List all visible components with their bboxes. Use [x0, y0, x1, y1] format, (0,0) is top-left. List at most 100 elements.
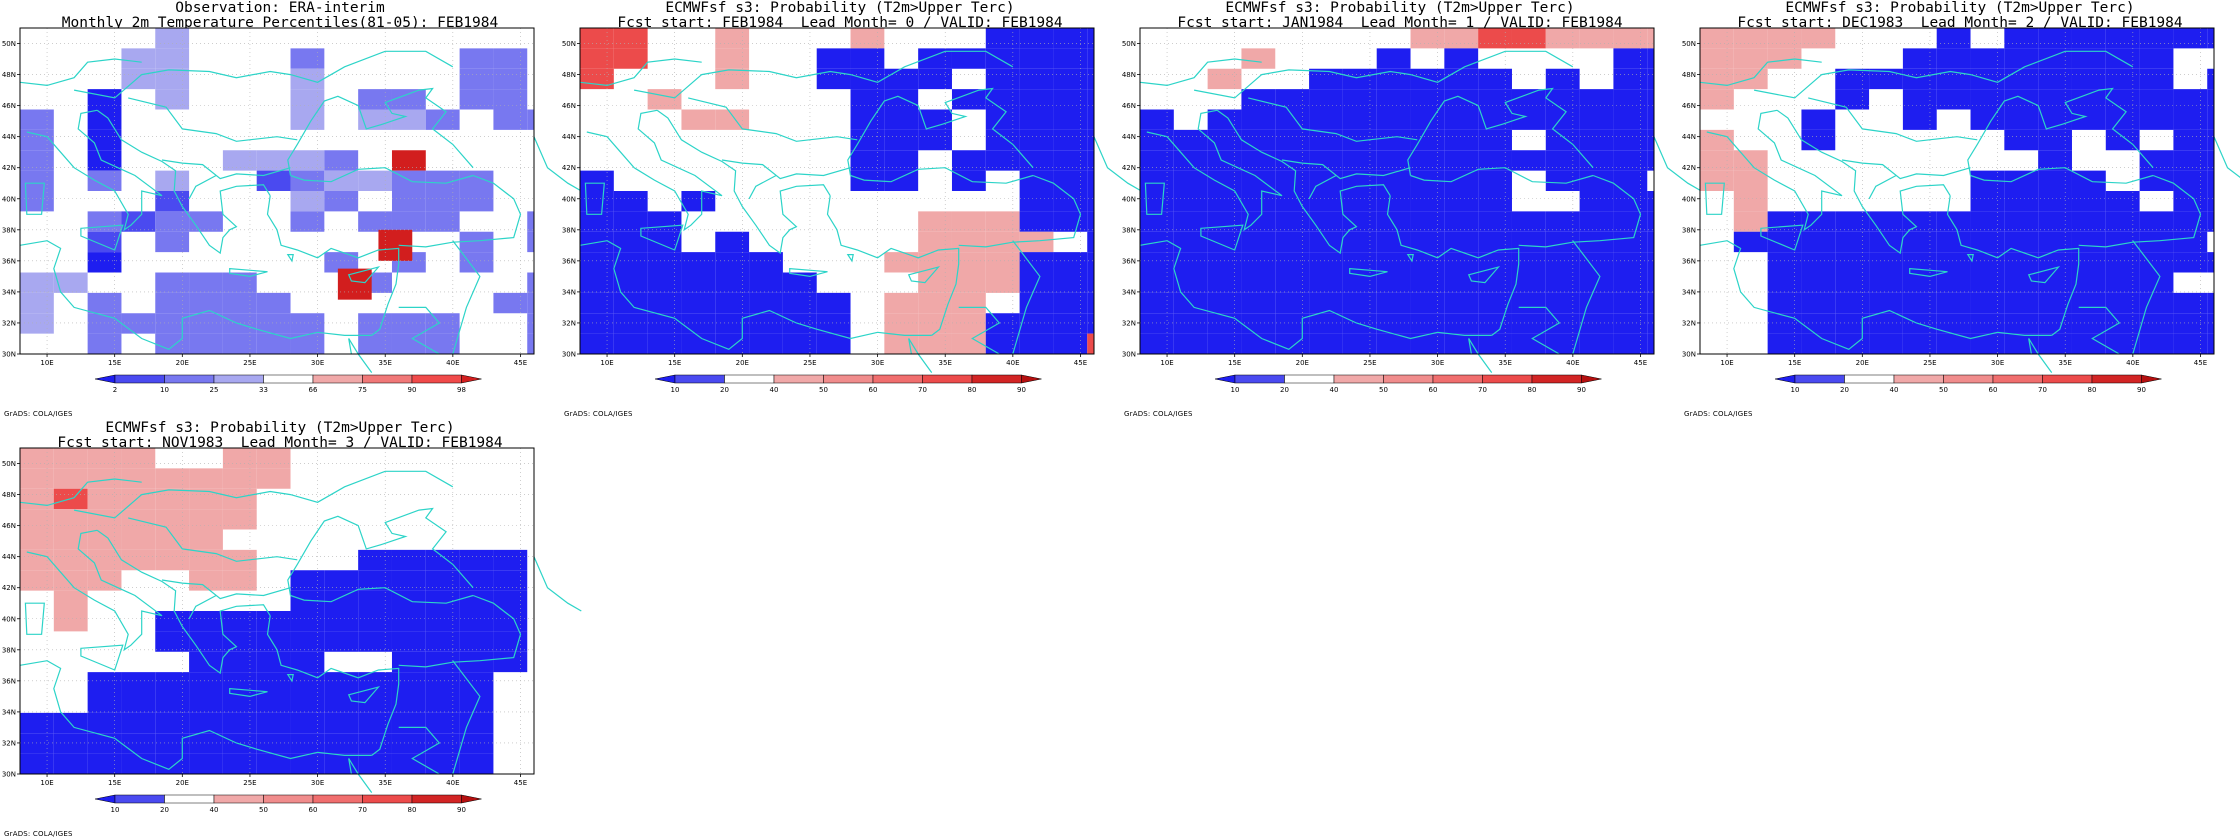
grid-cell — [647, 252, 682, 273]
grid-cell — [1970, 333, 2005, 354]
grid-cell — [1801, 333, 1836, 354]
coastline — [26, 529, 163, 652]
grid-cell — [1545, 252, 1580, 273]
grid-cell — [1275, 252, 1310, 273]
grid-cell — [951, 48, 986, 69]
legend-swatch — [164, 794, 215, 804]
grid-cell — [290, 712, 325, 734]
grid-cell — [358, 89, 392, 110]
coastline — [266, 195, 400, 336]
lon-tick-label: 25E — [803, 359, 816, 367]
grid-cell — [1478, 292, 1512, 314]
legend-label: 90 — [2137, 386, 2146, 394]
grid-cell — [749, 313, 783, 334]
color-legend: 10 20 40 50 60 70 80 90 — [1774, 374, 2162, 394]
lon-tick-label: 25E — [1363, 359, 1376, 367]
grid-cell — [189, 529, 223, 550]
grid-cell — [155, 468, 190, 489]
grid-cell — [2173, 89, 2208, 110]
panel-subtitle: Fcst start: DEC1983 Lead Month= 2 / VALI… — [1737, 15, 2183, 31]
grid-cell — [918, 109, 952, 130]
grid-cell — [1173, 252, 1208, 273]
grid-cell — [1173, 333, 1208, 354]
grid-cell — [1444, 150, 1479, 171]
grid-cell — [290, 150, 325, 171]
legend-swatch — [872, 374, 923, 384]
grid-cell — [2173, 231, 2208, 253]
grid-cell — [425, 590, 460, 611]
grid-cell — [290, 651, 325, 673]
grid-cell — [189, 733, 223, 754]
grid-cell — [459, 252, 494, 273]
grid-cell — [324, 712, 359, 734]
island-outline — [1704, 182, 1725, 215]
grid-cell — [613, 28, 648, 49]
grid-cell — [1207, 292, 1242, 314]
grid-cell — [189, 651, 223, 673]
axis-ticks: 10E 15E 20E 25E 30E 35E 40E 45E 30N 32N 34N 36N 38N 4… — [2, 460, 527, 787]
grid-cell — [1613, 129, 1648, 151]
grid-cell — [1511, 313, 1546, 334]
grid-cell — [2071, 48, 2106, 69]
grid-cell — [1545, 272, 1580, 293]
grid-cell — [1835, 292, 1870, 314]
grid-cell — [1700, 89, 1734, 110]
lon-tick-label: 35E — [379, 779, 392, 787]
island-outline — [1144, 182, 1165, 215]
coastline — [2213, 136, 2240, 178]
grid-cell — [53, 570, 88, 591]
coastline — [1248, 97, 1418, 142]
grid-cell — [1970, 191, 2005, 212]
grid-cell — [459, 753, 494, 774]
grid-cell — [87, 468, 122, 489]
grid-cell — [256, 170, 291, 191]
grid-cell — [222, 488, 257, 510]
grid-cell — [2004, 211, 2039, 232]
lat-tick-label: 34N — [1682, 288, 1696, 296]
legend-label: 10 — [111, 806, 120, 814]
grid-cell — [1869, 292, 1903, 314]
lon-tick-label: 45E — [1634, 359, 1647, 367]
grid-cell — [2004, 272, 2039, 293]
grid-cell — [290, 333, 325, 354]
grid-cell — [2071, 292, 2106, 314]
grid-cell — [493, 611, 528, 632]
panel-title: ECMWFsf s3: Probability (T2m>Upper Terc) — [1225, 0, 1575, 16]
lat-tick-label: 30N — [1122, 351, 1136, 359]
grid-cell — [20, 150, 54, 171]
grid-cell — [1309, 150, 1343, 171]
grid-cell — [1309, 129, 1343, 151]
grid-cell — [1376, 211, 1411, 232]
coastline — [290, 167, 474, 184]
grid-cell — [918, 313, 952, 334]
grid-cell — [1087, 28, 1094, 49]
grid-cell — [1545, 28, 1580, 49]
grid-cell — [1053, 252, 1088, 273]
grid-cell — [2105, 68, 2140, 90]
grid-cell — [1478, 211, 1512, 232]
grid-cell — [613, 191, 648, 212]
grid-cell — [1309, 211, 1343, 232]
grid-cell — [121, 529, 156, 550]
grid-cell — [1207, 191, 1242, 212]
grid-cell — [222, 570, 257, 591]
grid-cell — [1970, 89, 2005, 110]
grid-cell — [87, 89, 122, 110]
grid-cell — [87, 211, 122, 232]
grid-cell — [1902, 211, 1937, 232]
grid-cell — [1478, 170, 1512, 191]
grid-cell — [1647, 109, 1654, 130]
grid-cell — [1207, 272, 1242, 293]
island-outline — [24, 182, 45, 215]
grid-cell — [1241, 150, 1276, 171]
coastline — [1193, 50, 1574, 99]
grid-cell — [1019, 150, 1054, 171]
legend-swatch — [1284, 374, 1335, 384]
legend-swatch — [773, 374, 824, 384]
grid-cell — [1275, 231, 1310, 253]
grid-cell — [715, 28, 750, 49]
legend-label: 60 — [1989, 386, 1998, 394]
grid-cell — [1970, 211, 2005, 232]
grid-cell — [1019, 313, 1054, 334]
lon-tick-label: 40E — [2126, 359, 2139, 367]
